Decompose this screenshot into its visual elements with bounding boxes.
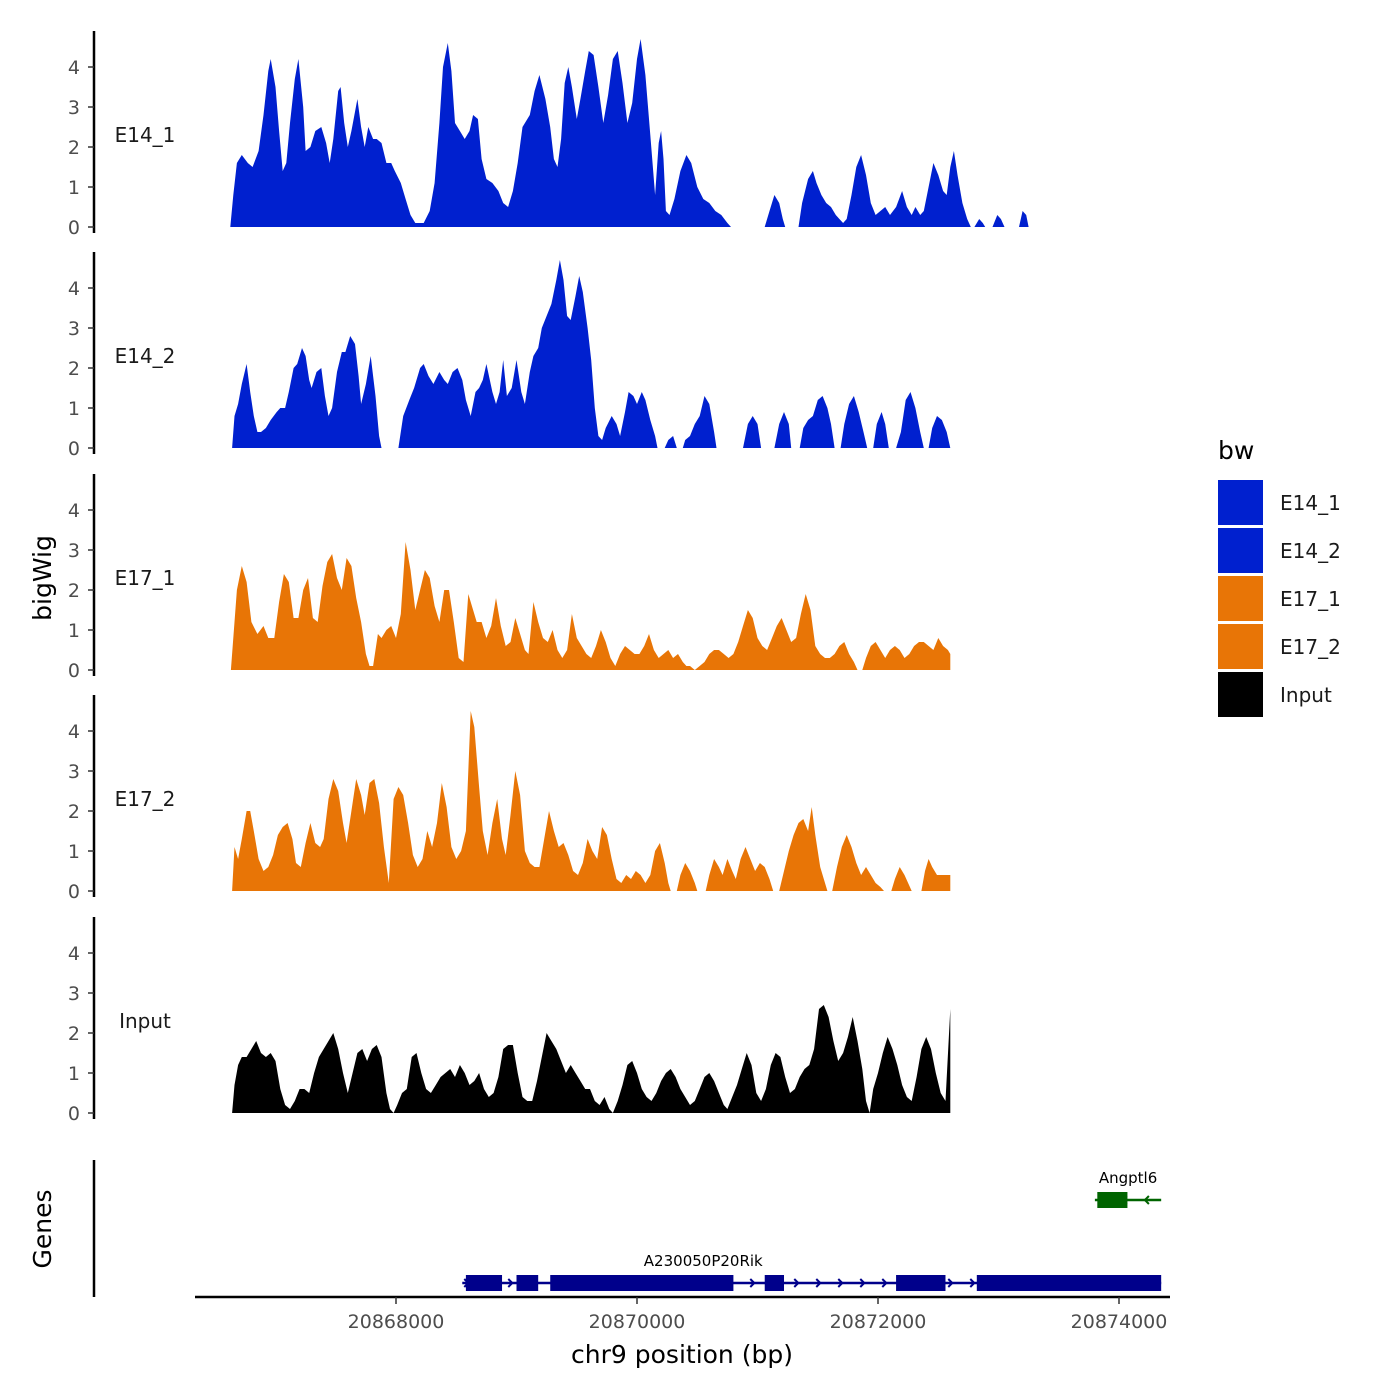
- y-tick-label: 1: [68, 398, 80, 420]
- bigwig-tracks: 0 1 2 3 4 E14_1 0 1 2 3 4 E14_2 0 1 2 3 4 E17_1 0 1 2 3 4 E17_2…: [68, 31, 1029, 1125]
- legend-swatch: [1218, 528, 1263, 573]
- y-tick-label: 0: [68, 1103, 80, 1125]
- gene-track: Angptl6 A230050P20Rik: [92, 1160, 1162, 1297]
- strand-arrow: [815, 1278, 822, 1288]
- legend-label: E17_1: [1280, 587, 1341, 611]
- y-tick-label: 3: [68, 983, 80, 1005]
- track-Input: 0 1 2 3 4 Input: [68, 917, 951, 1125]
- y-tick-label: 3: [68, 540, 80, 562]
- legend-swatch: [1218, 576, 1263, 621]
- strand-arrow: [1143, 1195, 1150, 1205]
- track-label: E17_1: [115, 566, 176, 590]
- strand-arrow: [969, 1278, 976, 1288]
- y-tick-label: 4: [68, 57, 80, 79]
- strand-arrow: [837, 1278, 844, 1288]
- y-tick-label: 2: [68, 1023, 80, 1045]
- exon-block: [976, 1275, 1162, 1291]
- track-label: E17_2: [115, 787, 176, 811]
- track-label: E14_1: [115, 123, 176, 147]
- y-tick-label: 0: [68, 660, 80, 682]
- signal-area-Input: [232, 1005, 951, 1113]
- y-tick-label: 2: [68, 580, 80, 602]
- exon-block: [1097, 1192, 1128, 1208]
- track-E17_2: 0 1 2 3 4 E17_2: [68, 695, 951, 903]
- x-tick-label: 20874000: [1071, 1311, 1168, 1333]
- y-tick-label: 4: [68, 500, 80, 522]
- track-E17_1: 0 1 2 3 4 E17_1: [68, 474, 951, 682]
- signal-area-E17_1: [230, 542, 951, 670]
- legend-label: E17_2: [1280, 635, 1341, 659]
- y-tick-label: 2: [68, 137, 80, 159]
- strand-arrow: [947, 1278, 954, 1288]
- track-label: Input: [119, 1009, 171, 1033]
- y-tick-label: 3: [68, 318, 80, 340]
- exon-block: [764, 1275, 785, 1291]
- strand-arrow: [507, 1278, 514, 1288]
- y-tick-label: 1: [68, 841, 80, 863]
- legend-swatch: [1218, 480, 1263, 525]
- y-tick-label: 0: [68, 217, 80, 239]
- exon-block: [465, 1275, 503, 1291]
- legend-title: bw: [1218, 436, 1254, 465]
- x-tick-label: 20872000: [830, 1311, 927, 1333]
- y-tick-label: 0: [68, 881, 80, 903]
- strand-arrow: [749, 1278, 756, 1288]
- y-tick-label: 3: [68, 761, 80, 783]
- strand-arrow: [859, 1278, 866, 1288]
- y-tick-label: 4: [68, 943, 80, 965]
- gene-label: A230050P20Rik: [644, 1252, 763, 1270]
- x-axis-title: chr9 position (bp): [571, 1340, 793, 1369]
- strand-arrow: [881, 1278, 888, 1288]
- legend-swatch: [1218, 672, 1263, 717]
- signal-area-E17_2: [232, 711, 951, 891]
- strand-arrow: [793, 1278, 800, 1288]
- track-label: E14_2: [115, 344, 176, 368]
- legend-label: E14_2: [1280, 539, 1341, 563]
- gene-label: Angptl6: [1099, 1169, 1157, 1187]
- y-tick-label: 1: [68, 1063, 80, 1085]
- y-tick-label: 2: [68, 801, 80, 823]
- y-tick-label: 1: [68, 620, 80, 642]
- legend-swatch: [1218, 624, 1263, 669]
- x-tick-label: 20870000: [589, 1311, 686, 1333]
- signal-area-E14_2: [232, 260, 951, 448]
- y-tick-label: 0: [68, 438, 80, 460]
- gene-A230050P20Rik: A230050P20Rik: [462, 1252, 1162, 1291]
- y-tick-label: 1: [68, 177, 80, 199]
- y-tick-label: 4: [68, 721, 80, 743]
- exon-block: [896, 1275, 946, 1291]
- y-tick-label: 3: [68, 97, 80, 119]
- legend: bw E14_1 E14_2 E17_1 E17_2 Input: [1218, 436, 1341, 717]
- track-E14_2: 0 1 2 3 4 E14_2: [68, 252, 951, 460]
- x-axis: 20868000 20870000 20872000 20874000: [195, 1295, 1170, 1333]
- legend-label: Input: [1280, 683, 1332, 707]
- x-tick-label: 20868000: [348, 1311, 445, 1333]
- y-axis-title-bigwig: bigWig: [28, 535, 57, 621]
- signal-area-E14_1: [230, 39, 1029, 227]
- legend-label: E14_1: [1280, 491, 1341, 515]
- exon-block: [550, 1275, 734, 1291]
- y-tick-label: 4: [68, 278, 80, 300]
- exon-block: [516, 1275, 539, 1291]
- track-E14_1: 0 1 2 3 4 E14_1: [68, 31, 1029, 239]
- gene-Angptl6: Angptl6: [1094, 1169, 1162, 1208]
- y-axis-title-genes: Genes: [28, 1189, 57, 1268]
- y-tick-label: 2: [68, 358, 80, 380]
